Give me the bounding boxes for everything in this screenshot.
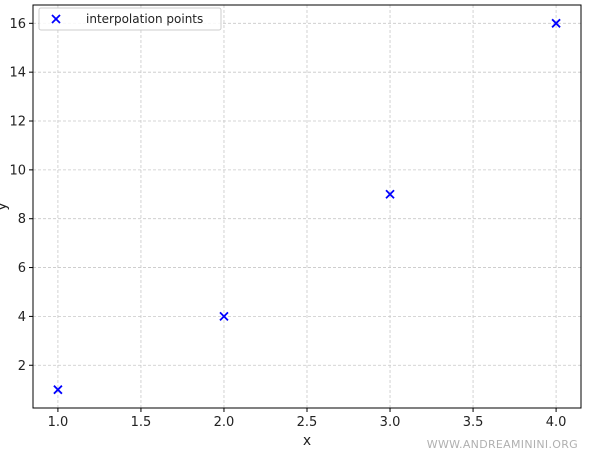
x-tick-label: 3.5 [463,415,484,430]
grid-lines [33,5,581,408]
y-tick-label: 6 [18,261,26,276]
x-tick-label: 4.0 [546,415,567,430]
watermark-text: WWW.ANDREAMININI.ORG [427,438,578,451]
x-tick-label: 2.0 [214,415,235,430]
y-tick-label: 16 [9,17,26,32]
y-tick-label: 2 [18,359,26,374]
data-point-x-marker [219,311,229,322]
legend: interpolation points [38,7,222,31]
legend-box [38,7,222,31]
x-tick-label: 1.5 [131,415,152,430]
data-point-x-marker [53,385,63,395]
y-tick-label: 12 [9,115,26,130]
x-axis-ticks: 1.0 1.5 2.0 2.5 3.0 3.5 4.0 [48,408,567,430]
y-tick-label: 4 [18,310,26,325]
y-axis-ticks: 2 4 6 8 10 12 14 16 [9,17,33,374]
y-tick-label: 14 [9,66,26,81]
x-tick-label: 1.0 [48,415,69,430]
legend-label: interpolation points [86,12,203,26]
data-points [53,18,561,395]
legend-marker-x-icon [51,14,61,24]
x-tick-label: 3.0 [380,415,401,430]
data-point-x-marker [385,189,395,199]
x-axis-label: x [303,433,311,449]
x-tick-label: 2.5 [297,415,318,430]
y-tick-label: 10 [9,163,26,178]
y-tick-label: 8 [18,212,26,227]
y-axis-label: y [0,202,10,210]
data-point-x-marker [551,18,561,28]
